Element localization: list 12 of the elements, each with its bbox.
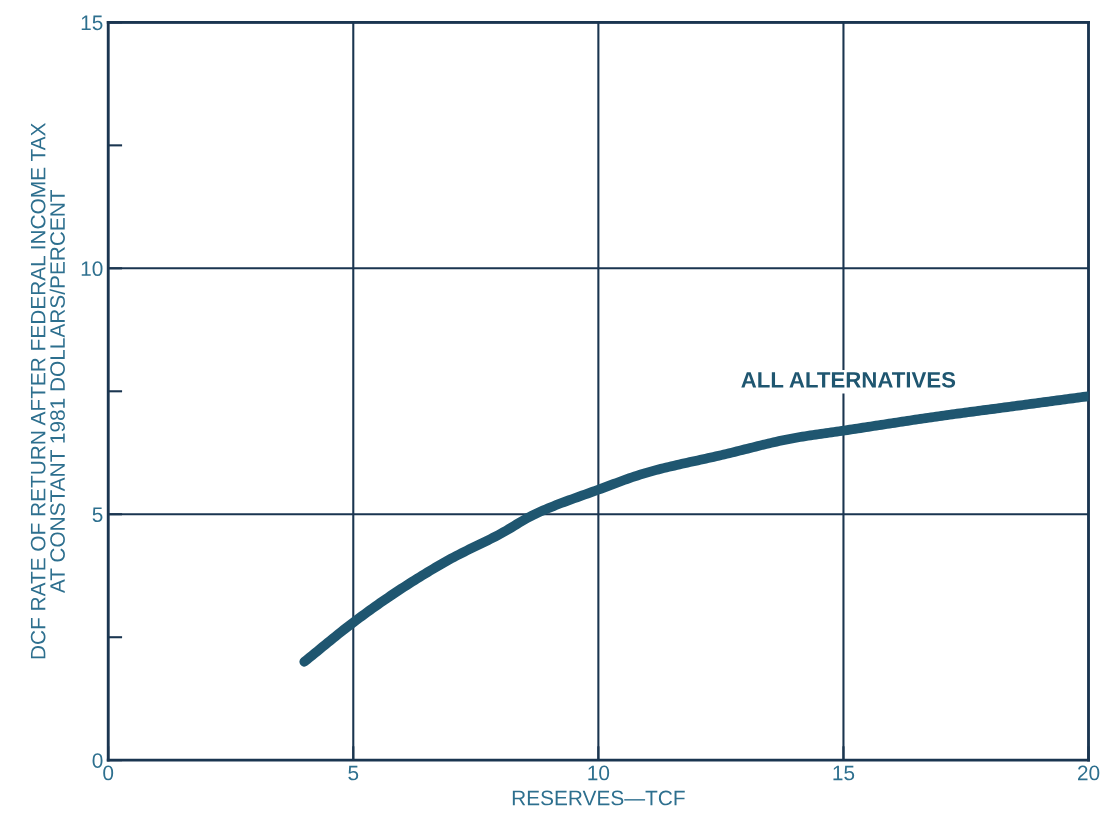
y-tick-label: 10 — [81, 261, 103, 277]
y-tick-label: 15 — [81, 15, 103, 31]
x-tick-label: 0 — [103, 765, 114, 781]
annotation: ALL ALTERNATIVES — [741, 371, 956, 388]
x-tick-label: 20 — [1078, 765, 1100, 781]
y-tick-label: 0 — [92, 753, 103, 768]
x-tick-label: 5 — [348, 765, 359, 781]
x-tick-label: 10 — [588, 765, 610, 781]
y-tick-label: 5 — [92, 507, 103, 523]
x-tick-label: 15 — [833, 765, 855, 781]
y-axis-title: DCF RATE OF RETURN AFTER FEDERAL INCOME TAX AT CONSTANT 1981 DOLLARS/PERCENT — [30, 122, 65, 659]
x-axis-title: RESERVES—TCF — [512, 790, 685, 806]
